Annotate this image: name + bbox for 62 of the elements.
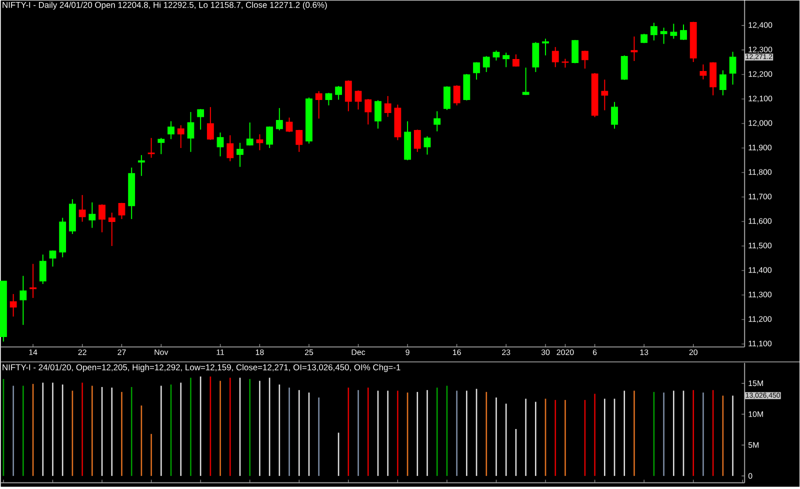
candlestick xyxy=(354,90,362,110)
candlestick xyxy=(88,202,96,229)
candlestick xyxy=(256,134,264,151)
chart-title: NIFTY-I - Daily 24/01/20 Open 12204.8, Hi 12292.5, Lo 12158.7, Close 12271.2 (0.6%) xyxy=(2,2,327,10)
candlestick xyxy=(246,122,254,146)
candlestick xyxy=(492,50,500,62)
candlestick xyxy=(552,46,559,68)
candlestick xyxy=(266,126,274,149)
candlestick xyxy=(216,132,224,158)
candlestick xyxy=(444,86,450,111)
candlestick xyxy=(374,100,382,130)
candlestick xyxy=(482,56,490,73)
candlestick xyxy=(581,50,588,70)
candlestick xyxy=(611,102,618,130)
candlestick xyxy=(39,254,46,285)
candlestick xyxy=(729,52,736,86)
candlestick xyxy=(325,92,332,106)
candlestick xyxy=(670,23,678,40)
candlestick xyxy=(424,136,431,156)
candlestick xyxy=(296,130,303,153)
candlestick xyxy=(108,212,116,247)
candlestick xyxy=(660,27,668,45)
candlestick xyxy=(20,276,27,326)
candlestick xyxy=(719,70,726,96)
candlestick xyxy=(680,24,687,41)
candlestick xyxy=(384,96,392,118)
candlestick xyxy=(118,202,126,220)
candlestick xyxy=(630,36,638,62)
candlestick xyxy=(620,55,628,81)
chart-title: NIFTY-I - 24/01/20, Open=12,205, High=12,292, Low=12,159, Close=12,271, OI=13,026,450, OI% Chg=-1 xyxy=(2,364,400,372)
candlestick xyxy=(98,204,106,233)
candlestick xyxy=(315,90,322,120)
candlestick xyxy=(542,38,549,56)
candlestick xyxy=(177,124,184,149)
candlestick xyxy=(344,80,352,112)
candlestick xyxy=(276,108,283,132)
candlestick xyxy=(206,106,214,141)
candlestick xyxy=(10,294,17,318)
candlestick xyxy=(364,98,372,126)
candlestick xyxy=(236,142,244,168)
candlestick xyxy=(148,138,155,159)
candlestick xyxy=(572,40,579,64)
candlestick xyxy=(601,79,608,111)
candlestick xyxy=(502,52,510,68)
candlestick xyxy=(650,22,658,42)
candlestick xyxy=(49,250,56,268)
candlestick xyxy=(158,138,165,155)
candlestick xyxy=(512,54,520,68)
candlestick xyxy=(197,108,204,130)
candlestick xyxy=(168,121,174,140)
candlestick xyxy=(700,64,707,80)
candlestick xyxy=(78,194,86,222)
candlestick xyxy=(286,117,293,133)
candlestick xyxy=(187,112,194,153)
candlestick xyxy=(473,62,480,80)
candlestick xyxy=(434,110,441,132)
candlestick xyxy=(453,84,460,106)
candlestick xyxy=(138,154,145,177)
candlestick xyxy=(226,134,234,162)
candlestick xyxy=(335,86,342,100)
candlestick xyxy=(414,129,421,153)
candlestick xyxy=(522,67,530,96)
